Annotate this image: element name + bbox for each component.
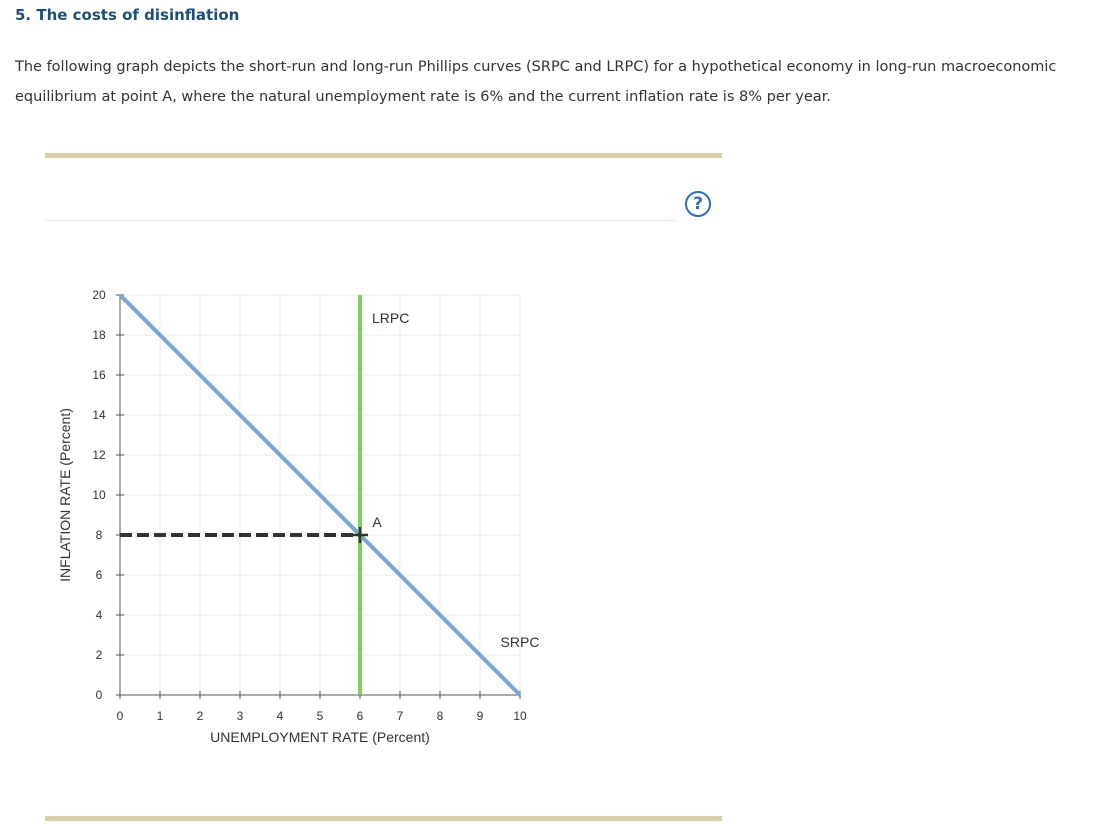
y-tick-label-10: 10	[92, 488, 106, 502]
x-tick-label-3: 3	[237, 709, 244, 723]
x-tick-label-4: 4	[277, 709, 284, 723]
y-tick-label-0: 0	[96, 688, 103, 702]
point-a-marker[interactable]	[352, 527, 368, 543]
y-tick-label-20: 20	[92, 288, 106, 302]
help-button[interactable]: ?	[685, 191, 711, 217]
series-srpc-line	[118, 293, 522, 697]
y-tick-label-14: 14	[92, 408, 106, 422]
y-tick-label-12: 12	[92, 448, 106, 462]
point-a-label: A	[372, 514, 382, 530]
top-divider	[45, 153, 722, 158]
y-tick-label-18: 18	[92, 328, 106, 342]
x-tick-label-2: 2	[197, 709, 204, 723]
series: LRPC SRPC	[118, 293, 540, 697]
series-label-lrpc: LRPC	[372, 310, 409, 326]
x-tick-label-10: 10	[513, 709, 527, 723]
toolbar-divider	[45, 220, 677, 221]
equilibrium-point[interactable]: A	[352, 514, 382, 543]
y-tick-label-16: 16	[92, 368, 106, 382]
x-tick-label-7: 7	[397, 709, 404, 723]
x-axis-label: UNEMPLOYMENT RATE (Percent)	[210, 729, 430, 745]
x-tick-label-5: 5	[317, 709, 324, 723]
x-tick-label-8: 8	[437, 709, 444, 723]
x-tick-label-6: 6	[357, 709, 364, 723]
x-tick-label-9: 9	[477, 709, 484, 723]
y-tick-label-4: 4	[96, 608, 103, 622]
x-ticks: 0 1 2 3 4 5 6 7 8 9 10	[117, 691, 527, 723]
y-axis-label: INFLATION RATE (Percent)	[57, 408, 73, 582]
y-tick-label-6: 6	[96, 568, 103, 582]
y-tick-label-8: 8	[96, 528, 103, 542]
intro-paragraph: The following graph depicts the short-ru…	[15, 59, 1057, 105]
bottom-divider	[45, 816, 722, 821]
series-label-srpc: SRPC	[501, 634, 540, 650]
y-ticks: 0 2 4 6 8 10 12 14 16 18 20	[92, 288, 124, 702]
x-tick-label-1: 1	[157, 709, 164, 723]
y-tick-label-2: 2	[96, 648, 103, 662]
x-tick-label-0: 0	[117, 709, 124, 723]
section-title: 5. The costs of disinflation	[15, 6, 240, 24]
